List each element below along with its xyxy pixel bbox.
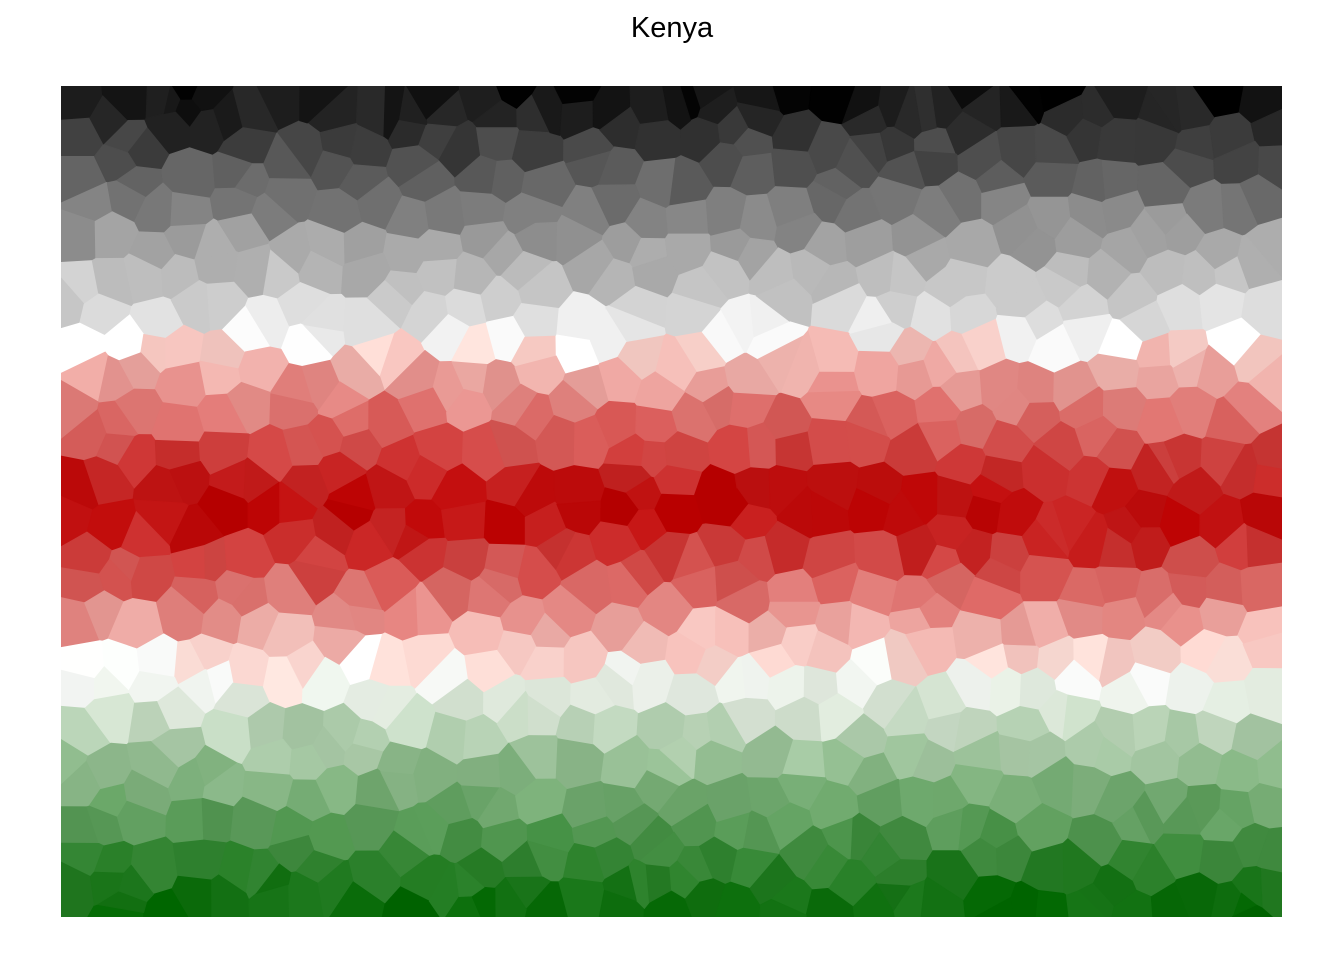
- voronoi-cell: [171, 192, 214, 226]
- voronoi-cell: [166, 799, 204, 844]
- voronoi-cell: [418, 230, 463, 262]
- flag-panel: [61, 86, 1282, 917]
- voronoi-cell: [1035, 890, 1069, 917]
- voronoi-cell: [808, 419, 850, 466]
- voronoi-cell: [999, 735, 1030, 777]
- voronoi-flag-image: [61, 86, 1282, 917]
- voronoi-cell: [666, 200, 709, 234]
- voronoi-cell: [855, 351, 899, 397]
- voronoi-cell: [635, 120, 681, 161]
- voronoi-cell: [1024, 163, 1079, 198]
- voronoi-cell: [1241, 563, 1282, 613]
- figure-title: Kenya: [0, 10, 1344, 46]
- voronoi-cell: [554, 466, 606, 505]
- voronoi-cell: [1253, 465, 1282, 498]
